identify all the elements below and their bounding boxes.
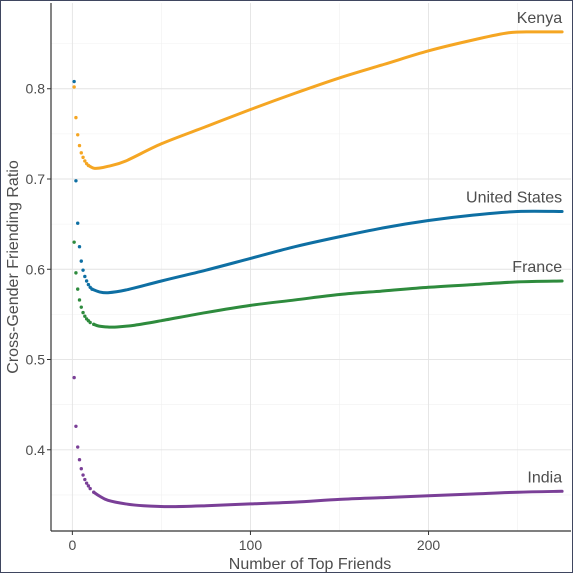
data-point xyxy=(83,477,87,482)
data-point xyxy=(77,244,82,249)
data-point xyxy=(86,484,91,488)
series-label: United States xyxy=(466,189,562,206)
series-france: France xyxy=(72,240,564,329)
minor-gridlines xyxy=(51,3,571,531)
series-label: Kenya xyxy=(517,10,562,27)
data-point xyxy=(79,305,83,309)
data-point xyxy=(72,375,76,380)
series-kenya: Kenya xyxy=(72,10,564,170)
data-point xyxy=(81,473,85,477)
data-point xyxy=(84,279,89,283)
y-axis-title: Cross-Gender Friending Ratio xyxy=(5,160,22,374)
data-point xyxy=(77,298,82,302)
data-point xyxy=(81,310,85,315)
x-axis-title: Number of Top Friends xyxy=(229,556,391,573)
series-line xyxy=(90,209,564,295)
data-point xyxy=(83,274,87,279)
data-point xyxy=(81,155,85,160)
data-point xyxy=(77,457,82,462)
data-point xyxy=(83,159,87,163)
data-point xyxy=(88,486,92,491)
series-line xyxy=(86,30,564,170)
x-tick-label: 100 xyxy=(239,537,263,553)
data-point xyxy=(86,282,91,287)
data-point xyxy=(83,314,87,318)
y-tick-label: 0.5 xyxy=(26,352,46,368)
major-gridlines xyxy=(51,3,571,531)
data-point xyxy=(88,320,92,325)
data-point xyxy=(72,79,76,84)
data-point xyxy=(84,481,89,485)
data-point xyxy=(76,445,80,449)
data-point xyxy=(74,179,78,183)
data-point xyxy=(72,85,76,89)
data-point xyxy=(79,467,83,471)
y-tick-label: 0.8 xyxy=(26,81,46,97)
data-point xyxy=(76,287,80,291)
series-india: India xyxy=(72,375,564,509)
series-layer: Kenya United States France India xyxy=(72,10,564,509)
series-label: India xyxy=(527,469,562,486)
data-point xyxy=(74,115,78,120)
series-united-states: United States xyxy=(72,79,564,295)
data-point xyxy=(81,268,85,272)
data-point xyxy=(76,221,80,225)
data-point xyxy=(79,259,83,263)
tick-layer: 0 100 200 0.4 0.5 0.6 0.7 0.8 xyxy=(26,81,441,553)
data-point xyxy=(77,143,82,148)
x-tick-label: 200 xyxy=(417,537,441,553)
data-point xyxy=(74,271,78,275)
y-tick-label: 0.7 xyxy=(26,171,46,187)
axes xyxy=(50,3,571,532)
data-point xyxy=(72,240,76,244)
data-point xyxy=(79,151,83,155)
y-tick-label: 0.4 xyxy=(26,442,46,458)
series-line xyxy=(92,279,564,329)
series-label: France xyxy=(512,259,562,276)
series-line xyxy=(92,489,564,509)
data-point xyxy=(74,424,78,429)
y-tick-label: 0.6 xyxy=(26,261,46,277)
data-point xyxy=(76,133,80,137)
x-tick-label: 0 xyxy=(68,537,76,553)
